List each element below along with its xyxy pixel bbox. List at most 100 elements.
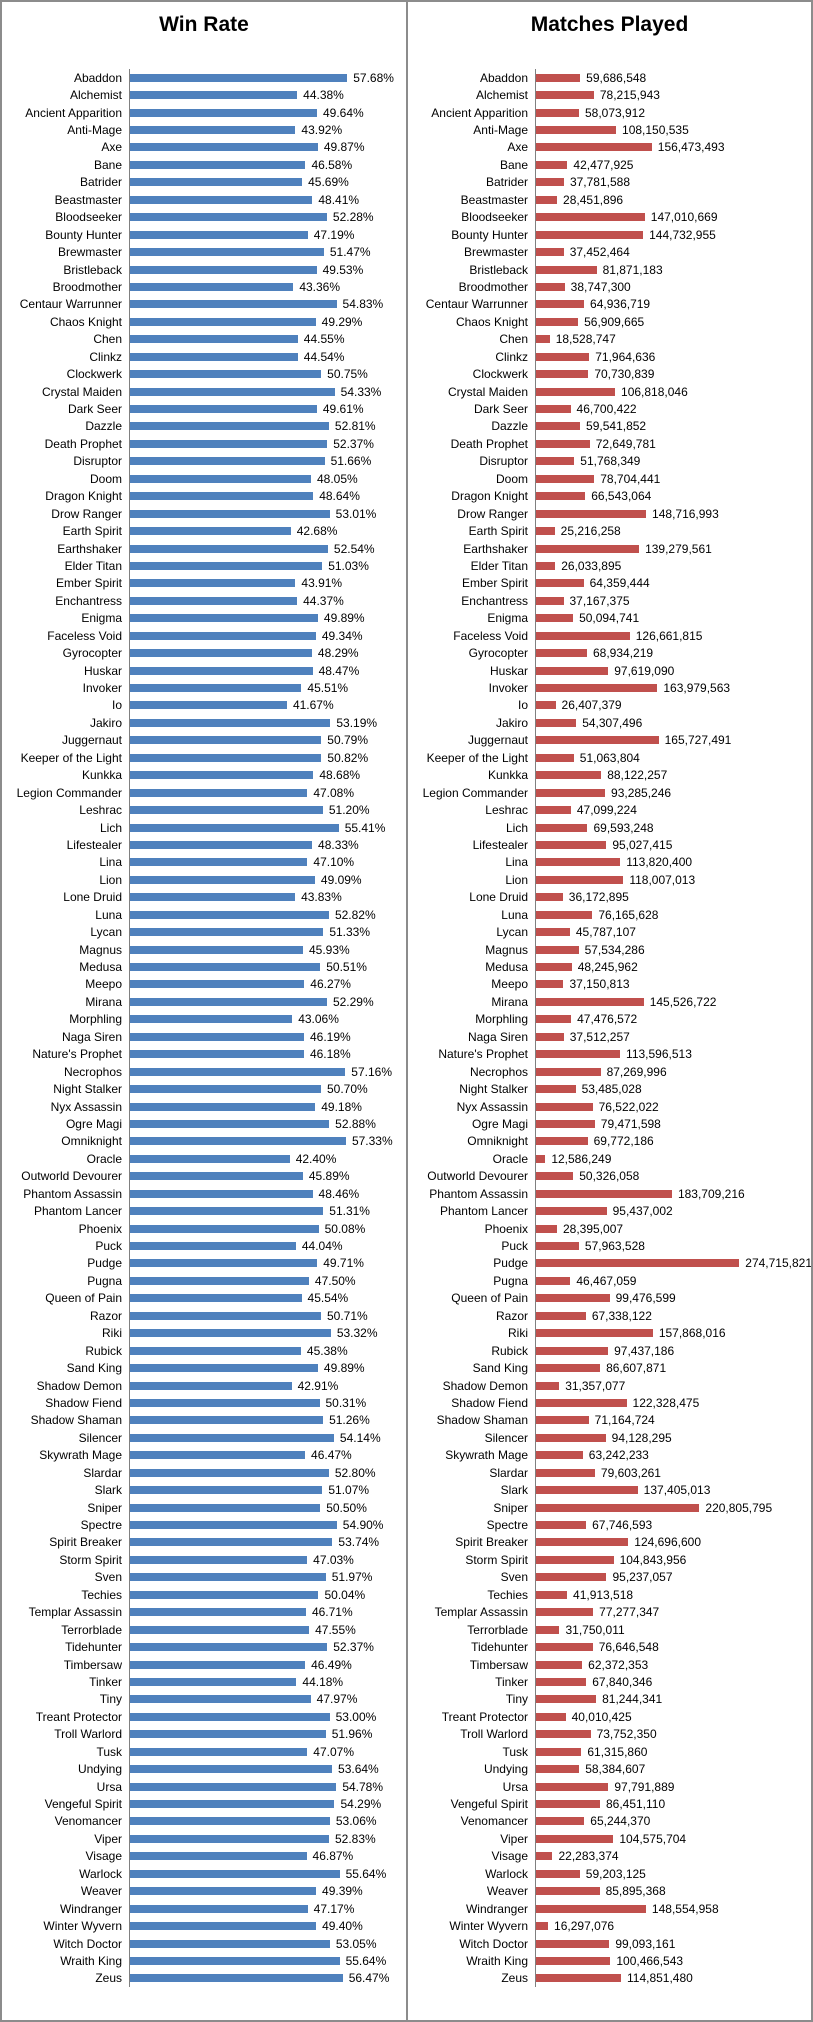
value-label: 67,338,122 bbox=[591, 1308, 652, 1323]
bar bbox=[536, 1311, 586, 1320]
value-label: 78,215,943 bbox=[599, 88, 660, 103]
plot-area: 51.47% bbox=[129, 243, 371, 261]
chart-row: Terrorblade 47.55% bbox=[2, 1620, 406, 1639]
plot-area: 52.29% bbox=[129, 993, 374, 1011]
value-label: 139,279,561 bbox=[645, 541, 712, 556]
chart-row: Huskar 97,619,090 bbox=[408, 661, 811, 680]
plot-area: 53.74% bbox=[129, 1533, 379, 1552]
value-label: 46.49% bbox=[311, 1657, 352, 1672]
value-label: 52.37% bbox=[333, 1640, 374, 1655]
chart-row: Queen of Pain 99,476,599 bbox=[408, 1289, 811, 1308]
chart-row: Luna 76,165,628 bbox=[408, 906, 811, 924]
category-label: Ancient Apparition bbox=[431, 105, 528, 120]
value-label: 76,522,022 bbox=[598, 1099, 659, 1114]
chart-row: Dazzle 52.81% bbox=[2, 417, 406, 436]
value-label: 49.18% bbox=[321, 1099, 362, 1114]
value-label: 78,704,441 bbox=[600, 471, 661, 486]
chart-row: Winter Wyvern 49.40% bbox=[2, 1917, 406, 1935]
category-label: Luna bbox=[501, 907, 528, 922]
chart-row: Undying 53.64% bbox=[2, 1760, 406, 1778]
category-label: Silencer bbox=[484, 1430, 528, 1445]
chart-row: Shadow Demon 31,357,077 bbox=[408, 1376, 811, 1395]
category-label: Alchemist bbox=[475, 88, 528, 103]
bar bbox=[130, 561, 323, 570]
chart-row: Enchantress 44.37% bbox=[2, 592, 406, 610]
value-label: 67,746,593 bbox=[592, 1518, 653, 1533]
bar bbox=[130, 1521, 337, 1530]
plot-area: 52.80% bbox=[129, 1464, 376, 1482]
bar bbox=[536, 1852, 553, 1861]
value-label: 49.29% bbox=[321, 314, 363, 329]
bar bbox=[536, 753, 574, 762]
value-label: 57.16% bbox=[351, 1064, 392, 1079]
value-label: 67,840,346 bbox=[592, 1674, 653, 1689]
value-label: 46.47% bbox=[311, 1448, 352, 1463]
chart-row: Io 41.67% bbox=[2, 696, 406, 715]
value-label: 54.90% bbox=[342, 1518, 384, 1533]
value-label: 79,471,598 bbox=[600, 1116, 661, 1131]
plot-area: 41.67% bbox=[129, 696, 356, 715]
bar bbox=[130, 509, 330, 518]
bar bbox=[536, 1433, 606, 1442]
chart-row: Faceless Void 49.34% bbox=[2, 627, 406, 645]
plot-area: 76,522,022 bbox=[535, 1097, 758, 1116]
plot-area: 49.39% bbox=[129, 1882, 363, 1900]
chart-row: Leshrac 47,099,224 bbox=[408, 801, 811, 819]
bar bbox=[130, 422, 329, 431]
bar bbox=[130, 1259, 318, 1268]
value-label: 65,244,370 bbox=[590, 1814, 651, 1829]
category-label: Treant Protector bbox=[441, 1709, 528, 1724]
plot-area: 26,407,379 bbox=[535, 696, 758, 715]
value-label: 44.04% bbox=[301, 1239, 343, 1254]
chart-row: Clockwerk 50.75% bbox=[2, 365, 406, 383]
category-label: Templar Assassin bbox=[434, 1605, 528, 1620]
plot-area: 48,245,962 bbox=[535, 958, 758, 976]
bar bbox=[130, 980, 305, 989]
plot-area: 51.20% bbox=[129, 801, 370, 819]
value-label: 97,619,090 bbox=[614, 663, 675, 678]
plot-area: 274,715,821 bbox=[535, 1254, 811, 1273]
value-label: 124,696,600 bbox=[634, 1535, 701, 1550]
category-label: Lion bbox=[505, 872, 528, 887]
bar bbox=[130, 352, 298, 361]
category-label: Shadow Shaman bbox=[30, 1413, 122, 1428]
bar bbox=[130, 1433, 334, 1442]
plot-area: 47.10% bbox=[129, 853, 356, 872]
value-label: 48.41% bbox=[318, 192, 360, 207]
category-label: Naga Siren bbox=[61, 1029, 122, 1044]
plot-area: 49.64% bbox=[129, 103, 364, 122]
chart-row: Ursa 54.78% bbox=[2, 1777, 406, 1796]
chart-row: Centaur Warrunner 64,936,719 bbox=[408, 295, 811, 314]
chart-row: Dragon Knight 66,543,064 bbox=[408, 487, 811, 505]
plot-area: 54.29% bbox=[129, 1795, 381, 1813]
chart-row: Invoker 45.51% bbox=[2, 679, 406, 697]
value-label: 99,476,599 bbox=[615, 1291, 676, 1306]
category-label: Skywrath Mage bbox=[39, 1448, 122, 1463]
plot-area: 54,307,496 bbox=[535, 714, 758, 732]
chart-row: Medusa 48,245,962 bbox=[408, 958, 811, 976]
plot-area: 44.37% bbox=[129, 592, 356, 610]
value-label: 44.55% bbox=[303, 332, 345, 347]
plot-area: 51,768,349 bbox=[535, 452, 758, 471]
bar bbox=[536, 771, 602, 780]
bar bbox=[130, 649, 312, 658]
plot-area: 49.61% bbox=[129, 400, 364, 418]
value-label: 50.51% bbox=[326, 960, 367, 975]
value-label: 49.61% bbox=[322, 402, 364, 417]
chart-row: Keeper of the Light 51,063,804 bbox=[408, 749, 811, 767]
category-label: Lifestealer bbox=[66, 837, 122, 852]
value-label: 44.38% bbox=[303, 88, 344, 103]
category-label: Shadow Demon bbox=[36, 1378, 122, 1393]
bar bbox=[536, 1364, 601, 1373]
category-label: Queen of Pain bbox=[451, 1291, 528, 1306]
category-label: Batrider bbox=[485, 175, 528, 190]
category-label: Morphling bbox=[475, 1012, 528, 1027]
value-label: 43.91% bbox=[301, 576, 343, 591]
bar bbox=[130, 1503, 321, 1512]
bar bbox=[130, 1154, 290, 1163]
chart-row: Lina 47.10% bbox=[2, 853, 406, 872]
plot-area: 95,437,002 bbox=[535, 1202, 758, 1220]
value-label: 43.92% bbox=[301, 123, 343, 138]
category-label: Sand King bbox=[66, 1361, 122, 1376]
bar bbox=[536, 858, 621, 867]
